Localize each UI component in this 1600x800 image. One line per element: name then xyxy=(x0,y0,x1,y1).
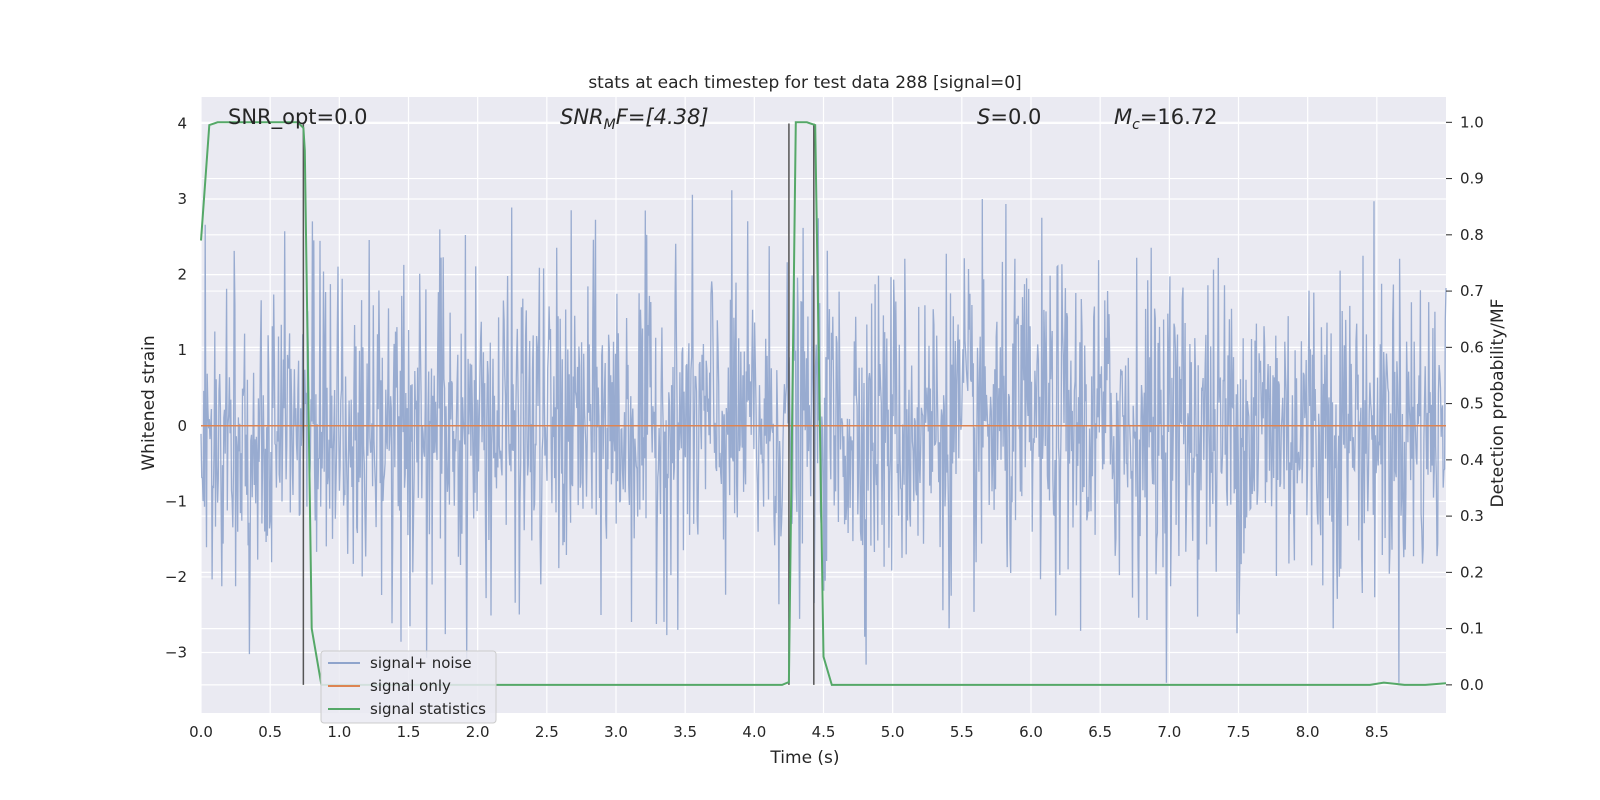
y-tick-label-right: 1.0 xyxy=(1460,113,1484,131)
y-tick-label-right: 0.9 xyxy=(1460,170,1484,188)
y-axis-label-right: Detection probability/MF xyxy=(1488,299,1508,508)
statistics-series xyxy=(200,121,1447,686)
y-tick-label-left: 0 xyxy=(177,417,187,435)
legend-box xyxy=(320,650,497,724)
x-tick-label: 3.0 xyxy=(604,723,628,741)
y-tick-label-right: 0.6 xyxy=(1460,338,1484,356)
x-tick-label: 7.0 xyxy=(1157,723,1181,741)
legend: signal+ noise signal only signal statist… xyxy=(320,650,497,724)
x-axis-label: Time (s) xyxy=(769,748,839,768)
x-tick-label: 6.5 xyxy=(1088,723,1112,741)
x-tick-label: 2.0 xyxy=(466,723,490,741)
ticks: 0.0 0.5 1.0 1.5 2.0 2.5 3.0 3.5 4.0 4.5 5.0 5.5 6.0 6… xyxy=(165,113,1484,741)
x-tick-label: 1.5 xyxy=(397,723,421,741)
legend-label-noise: signal+ noise xyxy=(370,654,472,672)
noise-line xyxy=(200,190,1447,683)
x-tick-label: 3.5 xyxy=(673,723,697,741)
x-tick-label: 0.0 xyxy=(189,723,213,741)
y-axis-label-left: Whitened strain xyxy=(139,335,159,470)
y-tick-label-left: 4 xyxy=(177,114,187,132)
y-tick-label-right: 0.8 xyxy=(1460,226,1484,244)
y-tick-label-left: −3 xyxy=(165,644,187,662)
annotation-snr-mf: SNRMF=[4.38] xyxy=(560,105,709,133)
y-tick-label-right: 0.4 xyxy=(1460,451,1484,469)
y-tick-label-left: 2 xyxy=(177,266,187,284)
y-tick-label-right: 0.5 xyxy=(1460,395,1484,413)
x-tick-label: 2.5 xyxy=(535,723,559,741)
y-tick-label-left: 1 xyxy=(177,341,187,359)
x-tick-label: 4.5 xyxy=(812,723,836,741)
y-tick-label-right: 0.2 xyxy=(1460,563,1484,581)
marker-lines xyxy=(302,123,815,685)
y-tick-label-left: −1 xyxy=(165,492,187,510)
x-tick-label: 0.5 xyxy=(258,723,282,741)
chart-title: stats at each timestep for test data 288… xyxy=(588,73,1021,93)
x-tick-label: 8.5 xyxy=(1365,723,1389,741)
y-tick-label-left: −2 xyxy=(165,568,187,586)
x-tick-label: 5.0 xyxy=(881,723,905,741)
statistics-line xyxy=(200,121,1447,686)
x-tick-label: 5.5 xyxy=(950,723,974,741)
x-tick-label: 6.0 xyxy=(1019,723,1043,741)
y-tick-label-right: 0.0 xyxy=(1460,676,1484,694)
y-tick-label-right: 0.7 xyxy=(1460,282,1484,300)
x-tick-label: 8.0 xyxy=(1296,723,1320,741)
legend-label-statistics: signal statistics xyxy=(370,700,486,718)
y-tick-label-right: 0.1 xyxy=(1460,620,1484,638)
x-tick-label: 4.0 xyxy=(742,723,766,741)
annotation-snr-opt: SNR_opt=0.0 xyxy=(228,105,368,130)
noise-series xyxy=(200,190,1447,683)
x-tick-label: 7.5 xyxy=(1227,723,1251,741)
annotation-mc: Mc=16.72 xyxy=(1114,105,1218,133)
y-tick-label-right: 0.3 xyxy=(1460,507,1484,525)
annotation-s: S=0.0 xyxy=(977,105,1041,129)
y-tick-label-left: 3 xyxy=(177,190,187,208)
legend-label-signal-only: signal only xyxy=(370,677,451,695)
x-tick-label: 1.0 xyxy=(327,723,351,741)
